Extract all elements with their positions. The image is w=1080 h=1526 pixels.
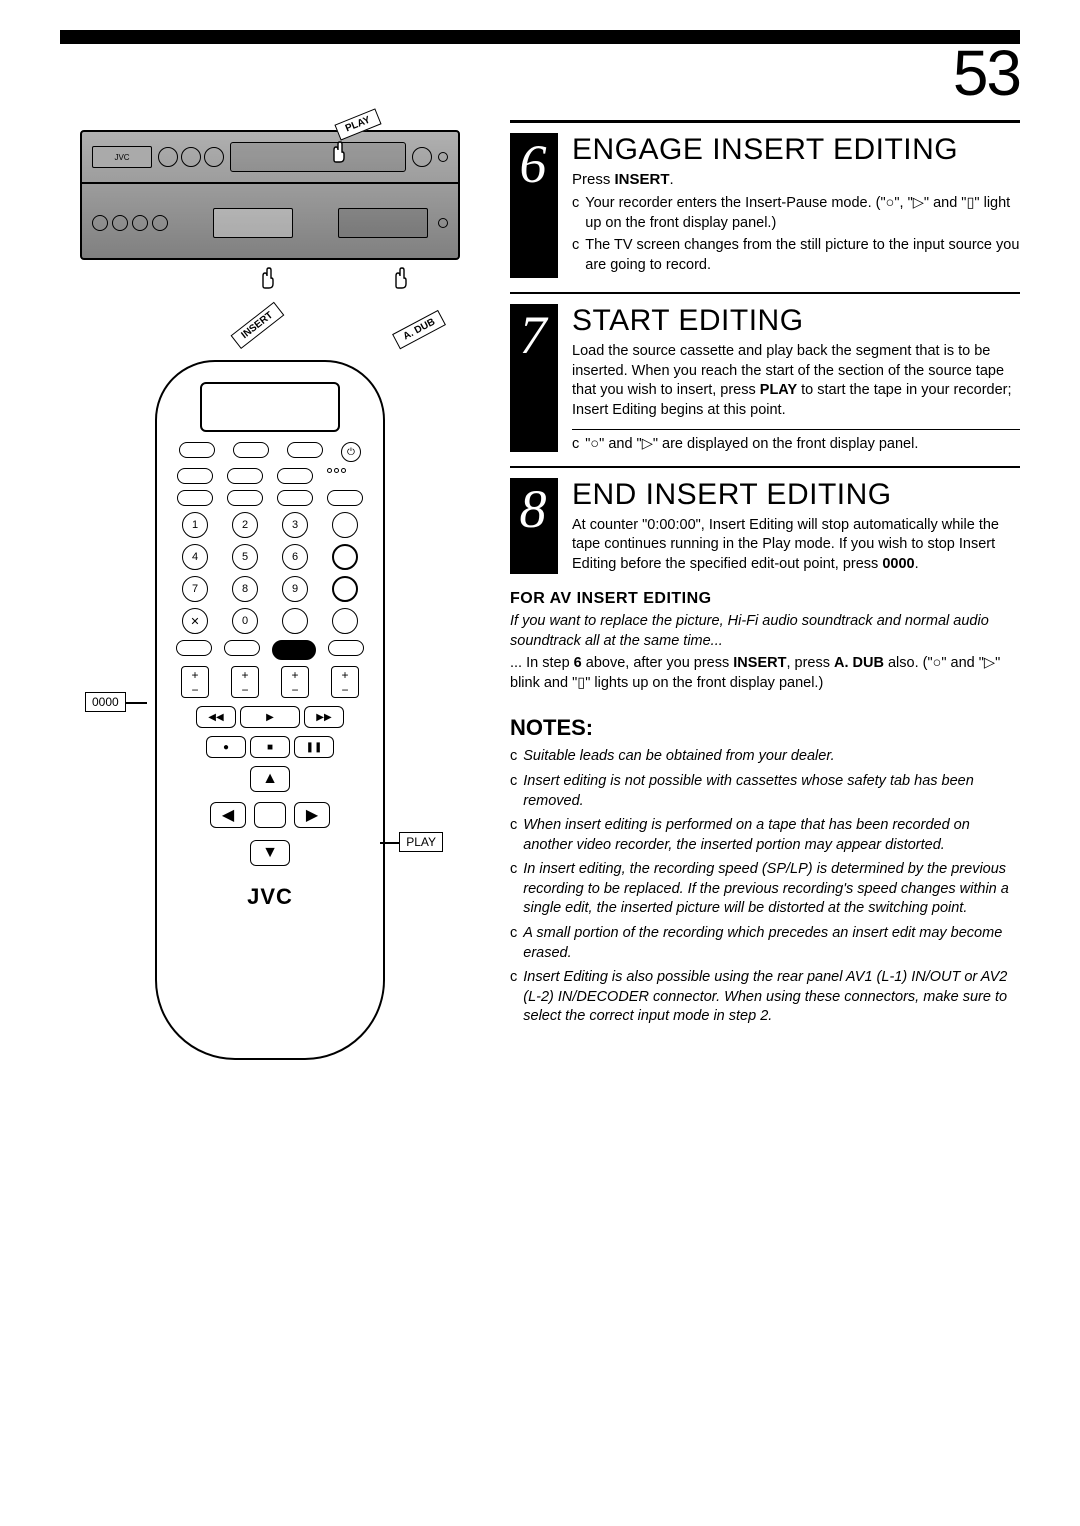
vcr-buttons (92, 215, 168, 231)
vcr-jog-dial (412, 147, 432, 167)
step-text: Load the source cassette and play back t… (572, 342, 1020, 420)
step-bullet: cThe TV screen changes from the still pi… (572, 236, 1020, 275)
right-column: 6 ENGAGE INSERT EDITING Press INSERT. cY… (510, 120, 1020, 1060)
remote-btn-5: 5 (232, 544, 258, 570)
remote-btn-3: 3 (282, 512, 308, 538)
step-number: 7 (510, 304, 558, 451)
step-8: 8 END INSERT EDITING At counter "0:00:00… (510, 466, 1020, 575)
vcr-illustration: JVC (80, 130, 460, 320)
left-column: JVC (60, 120, 480, 1060)
av-insert-line: ... In step 6 above, after you press INS… (510, 654, 1020, 693)
remote-btn-9: 9 (282, 576, 308, 602)
step-title: START EDITING (572, 304, 1020, 338)
vcr-front-display (213, 208, 293, 238)
remote-display (200, 382, 340, 432)
step-text: At counter "0:00:00", Insert Editing wil… (572, 516, 1020, 575)
vcr-panel (338, 208, 428, 238)
hand-icon (388, 266, 412, 290)
step-title: ENGAGE INSERT EDITING (572, 133, 1020, 167)
remote-btn-1: 1 (182, 512, 208, 538)
step-7: 7 START EDITING Load the source cassette… (510, 292, 1020, 451)
remote-dpad: ▲ ▼ ◀ ▶ (210, 766, 330, 866)
notes-title: NOTES: (510, 715, 1020, 741)
remote-btn-8: 8 (232, 576, 258, 602)
hand-icon (255, 266, 279, 290)
remote-btn-0: 0 (232, 608, 258, 634)
vcr-dot (438, 152, 448, 162)
vcr-dot (181, 147, 201, 167)
power-icon: ⏻ (341, 442, 361, 462)
step-bullet: cYour recorder enters the Insert-Pause m… (572, 194, 1020, 233)
step-note: c"○" and "▷" are displayed on the front … (572, 429, 1020, 452)
vcr-dot (158, 147, 178, 167)
step-sub: Press INSERT. (572, 171, 1020, 188)
vcr-dot (438, 218, 448, 228)
remote-btn-6: 6 (282, 544, 308, 570)
callout-0000: 0000 (85, 692, 126, 712)
remote-brand: JVC (173, 884, 367, 910)
remote-btn-7: 7 (182, 576, 208, 602)
remote-transport-row: ◀◀ ▶ ▶▶ (173, 706, 367, 728)
callout-insert: INSERT (231, 302, 285, 349)
step-number: 8 (510, 478, 558, 575)
callout-adub: A. DUB (392, 310, 446, 350)
av-insert-intro: If you want to replace the picture, Hi-F… (510, 612, 1020, 651)
vcr-cassette-slot (230, 142, 406, 172)
remote-btn-cancel: ✕ (182, 608, 208, 634)
av-insert-title: FOR AV INSERT EDITING (510, 590, 1020, 608)
step-title: END INSERT EDITING (572, 478, 1020, 512)
vcr-dot (204, 147, 224, 167)
vcr-brand: JVC (92, 146, 152, 168)
notes-list: cSuitable leads can be obtained from you… (510, 747, 1020, 1026)
remote-illustration: ⏻ 1 2 3 4 5 6 7 (155, 360, 385, 1060)
remote-btn-2: 2 (232, 512, 258, 538)
page-number: 53 (60, 36, 1020, 110)
remote-play-button: ▶ (240, 706, 300, 728)
step-6: 6 ENGAGE INSERT EDITING Press INSERT. cY… (510, 120, 1020, 278)
hand-icon (326, 140, 350, 164)
remote-btn-4: 4 (182, 544, 208, 570)
step-number: 6 (510, 133, 558, 278)
callout-play-remote: PLAY (399, 832, 443, 852)
